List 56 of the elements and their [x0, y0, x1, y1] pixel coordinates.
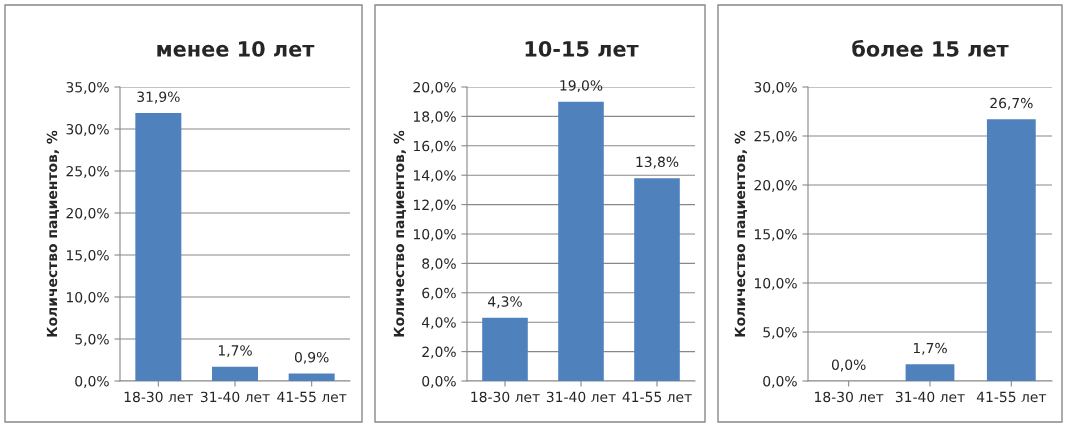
y-tick-label: 10,0% — [754, 277, 797, 290]
y-tick-label: 5,0% — [763, 326, 797, 339]
data-label: 13,8% — [636, 156, 679, 169]
y-tick-label: 10,0% — [413, 228, 456, 241]
chart-title: 10-15 лет — [525, 40, 639, 57]
y-tick-label: 35,0% — [66, 81, 109, 94]
y-tick-label: 4,0% — [421, 317, 456, 330]
y-tick-label: 20,0% — [413, 81, 456, 94]
y-axis-title: Количество пациентов, % — [46, 130, 59, 337]
y-tick-label: 0,0% — [75, 375, 109, 388]
x-tick-label: 41-55 лет — [622, 391, 692, 403]
x-tick-label: 41-55 лет — [277, 391, 347, 403]
data-label: 1,7% — [218, 345, 252, 358]
y-tick-label: 10,0% — [66, 291, 109, 304]
chart-title: более 15 лет — [852, 39, 1009, 57]
y-tick-label: 30,0% — [754, 81, 797, 94]
x-tick-label: 18-30 лет — [124, 391, 194, 403]
y-axis-title: Количество пациентов, % — [393, 130, 406, 337]
y-axis-title: Количество пациентов, % — [734, 130, 747, 337]
y-tick-label: 8,0% — [422, 258, 456, 271]
y-tick-label: 30,0% — [66, 123, 109, 136]
bar — [634, 178, 680, 381]
data-label: 1,7% — [913, 342, 947, 355]
y-tick-label: 14,0% — [413, 170, 456, 183]
data-label: 26,7% — [990, 97, 1033, 110]
y-tick-label: 20,0% — [66, 207, 109, 220]
chart-title: менее 10 лет — [157, 40, 315, 57]
y-tick-label: 15,0% — [754, 228, 797, 241]
bar — [558, 101, 604, 381]
data-label: 0,0% — [831, 359, 866, 372]
x-tick-label: 18-30 лет — [471, 391, 540, 403]
y-tick-label: 12,0% — [413, 199, 456, 212]
x-tick-label: 18-30 лет — [815, 391, 884, 403]
x-tick-label: 31-40 лет — [546, 391, 616, 403]
data-label: 19,0% — [560, 80, 603, 93]
y-tick-label: 15,0% — [66, 249, 109, 262]
y-tick-label: 25,0% — [754, 130, 797, 143]
data-label: 0,9% — [294, 351, 329, 364]
y-tick-label: 16,0% — [413, 140, 456, 153]
bar — [212, 366, 258, 381]
y-tick-label: 0,0% — [763, 375, 797, 388]
bar — [482, 317, 528, 381]
x-tick-label: 41-55 лет — [976, 391, 1047, 403]
data-label: 4,3% — [488, 296, 522, 309]
y-tick-label: 0,0% — [422, 375, 456, 388]
x-tick-label: 31-40 лет — [895, 391, 965, 403]
data-label: 31,9% — [137, 91, 180, 104]
bar — [288, 373, 335, 381]
y-tick-label: 5,0% — [75, 333, 109, 346]
y-tick-label: 20,0% — [754, 179, 797, 192]
y-tick-label: 18,0% — [413, 111, 456, 124]
x-tick-label: 31-40 лет — [200, 391, 270, 403]
y-tick-label: 6,0% — [422, 287, 456, 300]
y-tick-label: 2,0% — [422, 346, 456, 359]
bar — [135, 113, 182, 381]
y-tick-label: 25,0% — [66, 165, 109, 178]
